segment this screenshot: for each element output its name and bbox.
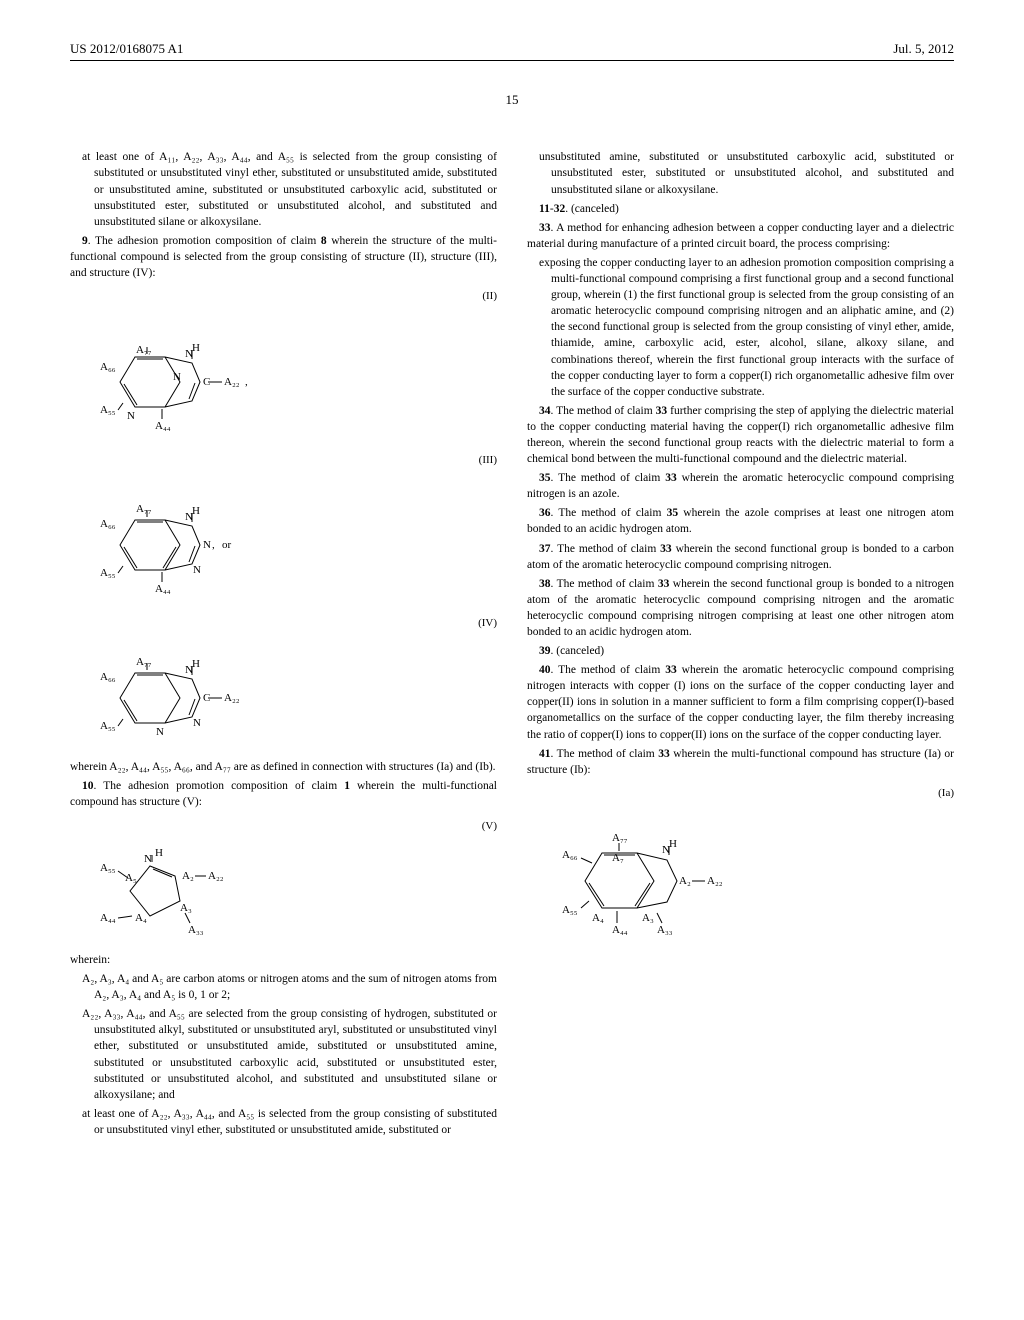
svg-text:A₂: A₂ [182,870,194,882]
svg-text:A₃: A₃ [642,912,654,924]
claim-9: 9. The adhesion promotion composition of… [70,233,497,281]
svg-text:H: H [192,342,200,354]
svg-text:A₄: A₄ [592,912,604,924]
svg-text:A₅₅: A₅₅ [100,567,116,579]
svg-text:N: N [203,539,211,551]
svg-text:N: N [156,726,164,738]
claim-38: 38. The method of claim 33 wherein the s… [527,576,954,640]
claim-10: 10. The adhesion promotion composition o… [70,778,497,810]
claim-34: 34. The method of claim 33 further compr… [527,403,954,467]
svg-text:A₂: A₂ [679,875,691,887]
claim-35: 35. The method of claim 33 wherein the a… [527,470,954,502]
svg-text:A₂₂: A₂₂ [224,376,240,388]
patent-page: US 2012/0168075 A1 Jul. 5, 2012 15 at le… [0,0,1024,1320]
svg-text:A₄₄: A₄₄ [155,420,171,432]
svg-text:A₃₃: A₃₃ [657,924,673,936]
page-number: 15 [70,91,954,109]
right-column: unsubstituted amine, substituted or unsu… [527,149,954,1141]
svg-text:A₂₂: A₂₂ [208,870,224,882]
structure-label-IV: (IV) [70,616,497,631]
svg-text:A₄: A₄ [135,912,147,924]
svg-text:A₇₇: A₇₇ [136,503,152,515]
svg-text:A₇₇: A₇₇ [136,344,152,356]
svg-text:A₄₄: A₄₄ [155,583,171,595]
claim-40: 40. The method of claim 33 wherein the a… [527,662,954,742]
svg-text:or: or [222,539,232,551]
svg-text:N: N [193,564,201,576]
claim-10-cont: unsubstituted amine, substituted or unsu… [527,149,954,197]
wherein-item-3: at least one of A₂₂, A₃₃, A₄₄, and A₅₅ i… [70,1106,497,1138]
claim-37: 37. The method of claim 33 wherein the s… [527,541,954,573]
svg-text:A₇₇: A₇₇ [612,832,628,844]
structure-II-svg: A₇₇ A₆₆ A₅₅ N N N H C A₂₂ , [100,307,270,437]
svg-text:H: H [192,505,200,517]
svg-text:A₄₄: A₄₄ [612,924,628,936]
structure-label-II: (II) [70,289,497,304]
svg-text:,: , [212,539,215,551]
svg-text:A₃₃: A₃₃ [188,924,204,936]
svg-text:A₇: A₇ [612,852,624,864]
svg-text:A₅₅: A₅₅ [100,404,116,416]
claims-11-32: 11-32. (canceled) [527,201,954,217]
claim-41: 41. The method of claim 33 wherein the m… [527,746,954,778]
structure-IV: A₇₇ A₆₆ A₅₅ N N H C A₂₂ N [100,633,497,743]
claim-33-body: exposing the copper conducting layer to … [527,255,954,400]
claim-39: 39. (canceled) [527,643,954,659]
wherein-item-2: A₂₂, A₃₃, A₄₄, and A₅₅ are selected from… [70,1006,497,1103]
svg-text:N: N [127,410,135,422]
svg-text:A₇₇: A₇₇ [136,656,152,668]
svg-text:H: H [669,838,677,850]
svg-text:N: N [193,717,201,729]
structure-III: A₇₇ A₆₆ A₅₅ N H N N , or A₄₄ [100,470,497,600]
svg-text:A₆₆: A₆₆ [100,518,116,530]
publication-number: US 2012/0168075 A1 [70,40,183,58]
structure-IV-svg: A₇₇ A₆₆ A₅₅ N N H C A₂₂ N [100,633,270,743]
wherein-heading: wherein: [70,952,497,968]
claim-8-continuation: at least one of A₁₁, A₂₂, A₃₃, A₄₄, and … [70,149,497,229]
svg-text:H: H [155,847,163,859]
svg-text:,: , [245,376,248,388]
svg-text:A₂₂: A₂₂ [224,692,240,704]
svg-text:N: N [173,371,181,383]
structure-Ia-svg: A₇₇ A₇ A₆₆ A₅₅ A₄ A₄₄ A₃ A₃₃ N [557,803,757,943]
svg-text:N: N [144,853,152,865]
wherein-item-1: A₂, A₃, A₄ and A₅ are carbon atoms or ni… [70,971,497,1003]
svg-text:H: H [192,658,200,670]
svg-text:A₅: A₅ [125,872,137,884]
structure-Ia: A₇₇ A₇ A₆₆ A₅₅ A₄ A₄₄ A₃ A₃₃ N [557,803,954,943]
left-column: at least one of A₁₁, A₂₂, A₃₃, A₄₄, and … [70,149,497,1141]
claim-33: 33. A method for enhancing adhesion betw… [527,220,954,252]
structure-II: A₇₇ A₆₆ A₅₅ N N N H C A₂₂ , [100,307,497,437]
two-column-body: at least one of A₁₁, A₂₂, A₃₃, A₄₄, and … [70,149,954,1141]
svg-text:A₄₄: A₄₄ [100,912,116,924]
structure-label-Ia: (Ia) [527,786,954,801]
svg-text:A₂₂: A₂₂ [707,875,723,887]
svg-text:A₅₅: A₅₅ [100,862,116,874]
svg-text:A₃: A₃ [180,902,192,914]
claim-num: 10 [82,780,94,792]
structure-label-III: (III) [70,453,497,468]
structure-footnote: wherein A₂₂, A₄₄, A₅₅, A₆₆, and A₇₇ are … [70,759,497,775]
claim-36: 36. The method of claim 35 wherein the a… [527,505,954,537]
structure-III-svg: A₇₇ A₆₆ A₅₅ N H N N , or A₄₄ [100,470,270,600]
svg-text:A₆₆: A₆₆ [100,671,116,683]
structure-label-V: (V) [70,819,497,834]
svg-text:A₅₅: A₅₅ [562,904,578,916]
page-header: US 2012/0168075 A1 Jul. 5, 2012 [70,40,954,61]
svg-text:A₆₆: A₆₆ [562,849,578,861]
structure-V: N H A₅ A₅₅ A₂ A₂₂ A₃ A₃₃ A₄ A₄₄ [100,836,497,936]
svg-text:A₆₆: A₆₆ [100,361,116,373]
svg-text:A₅₅: A₅₅ [100,720,116,732]
publication-date: Jul. 5, 2012 [893,40,954,58]
structure-V-svg: N H A₅ A₅₅ A₂ A₂₂ A₃ A₃₃ A₄ A₄₄ [100,836,270,936]
